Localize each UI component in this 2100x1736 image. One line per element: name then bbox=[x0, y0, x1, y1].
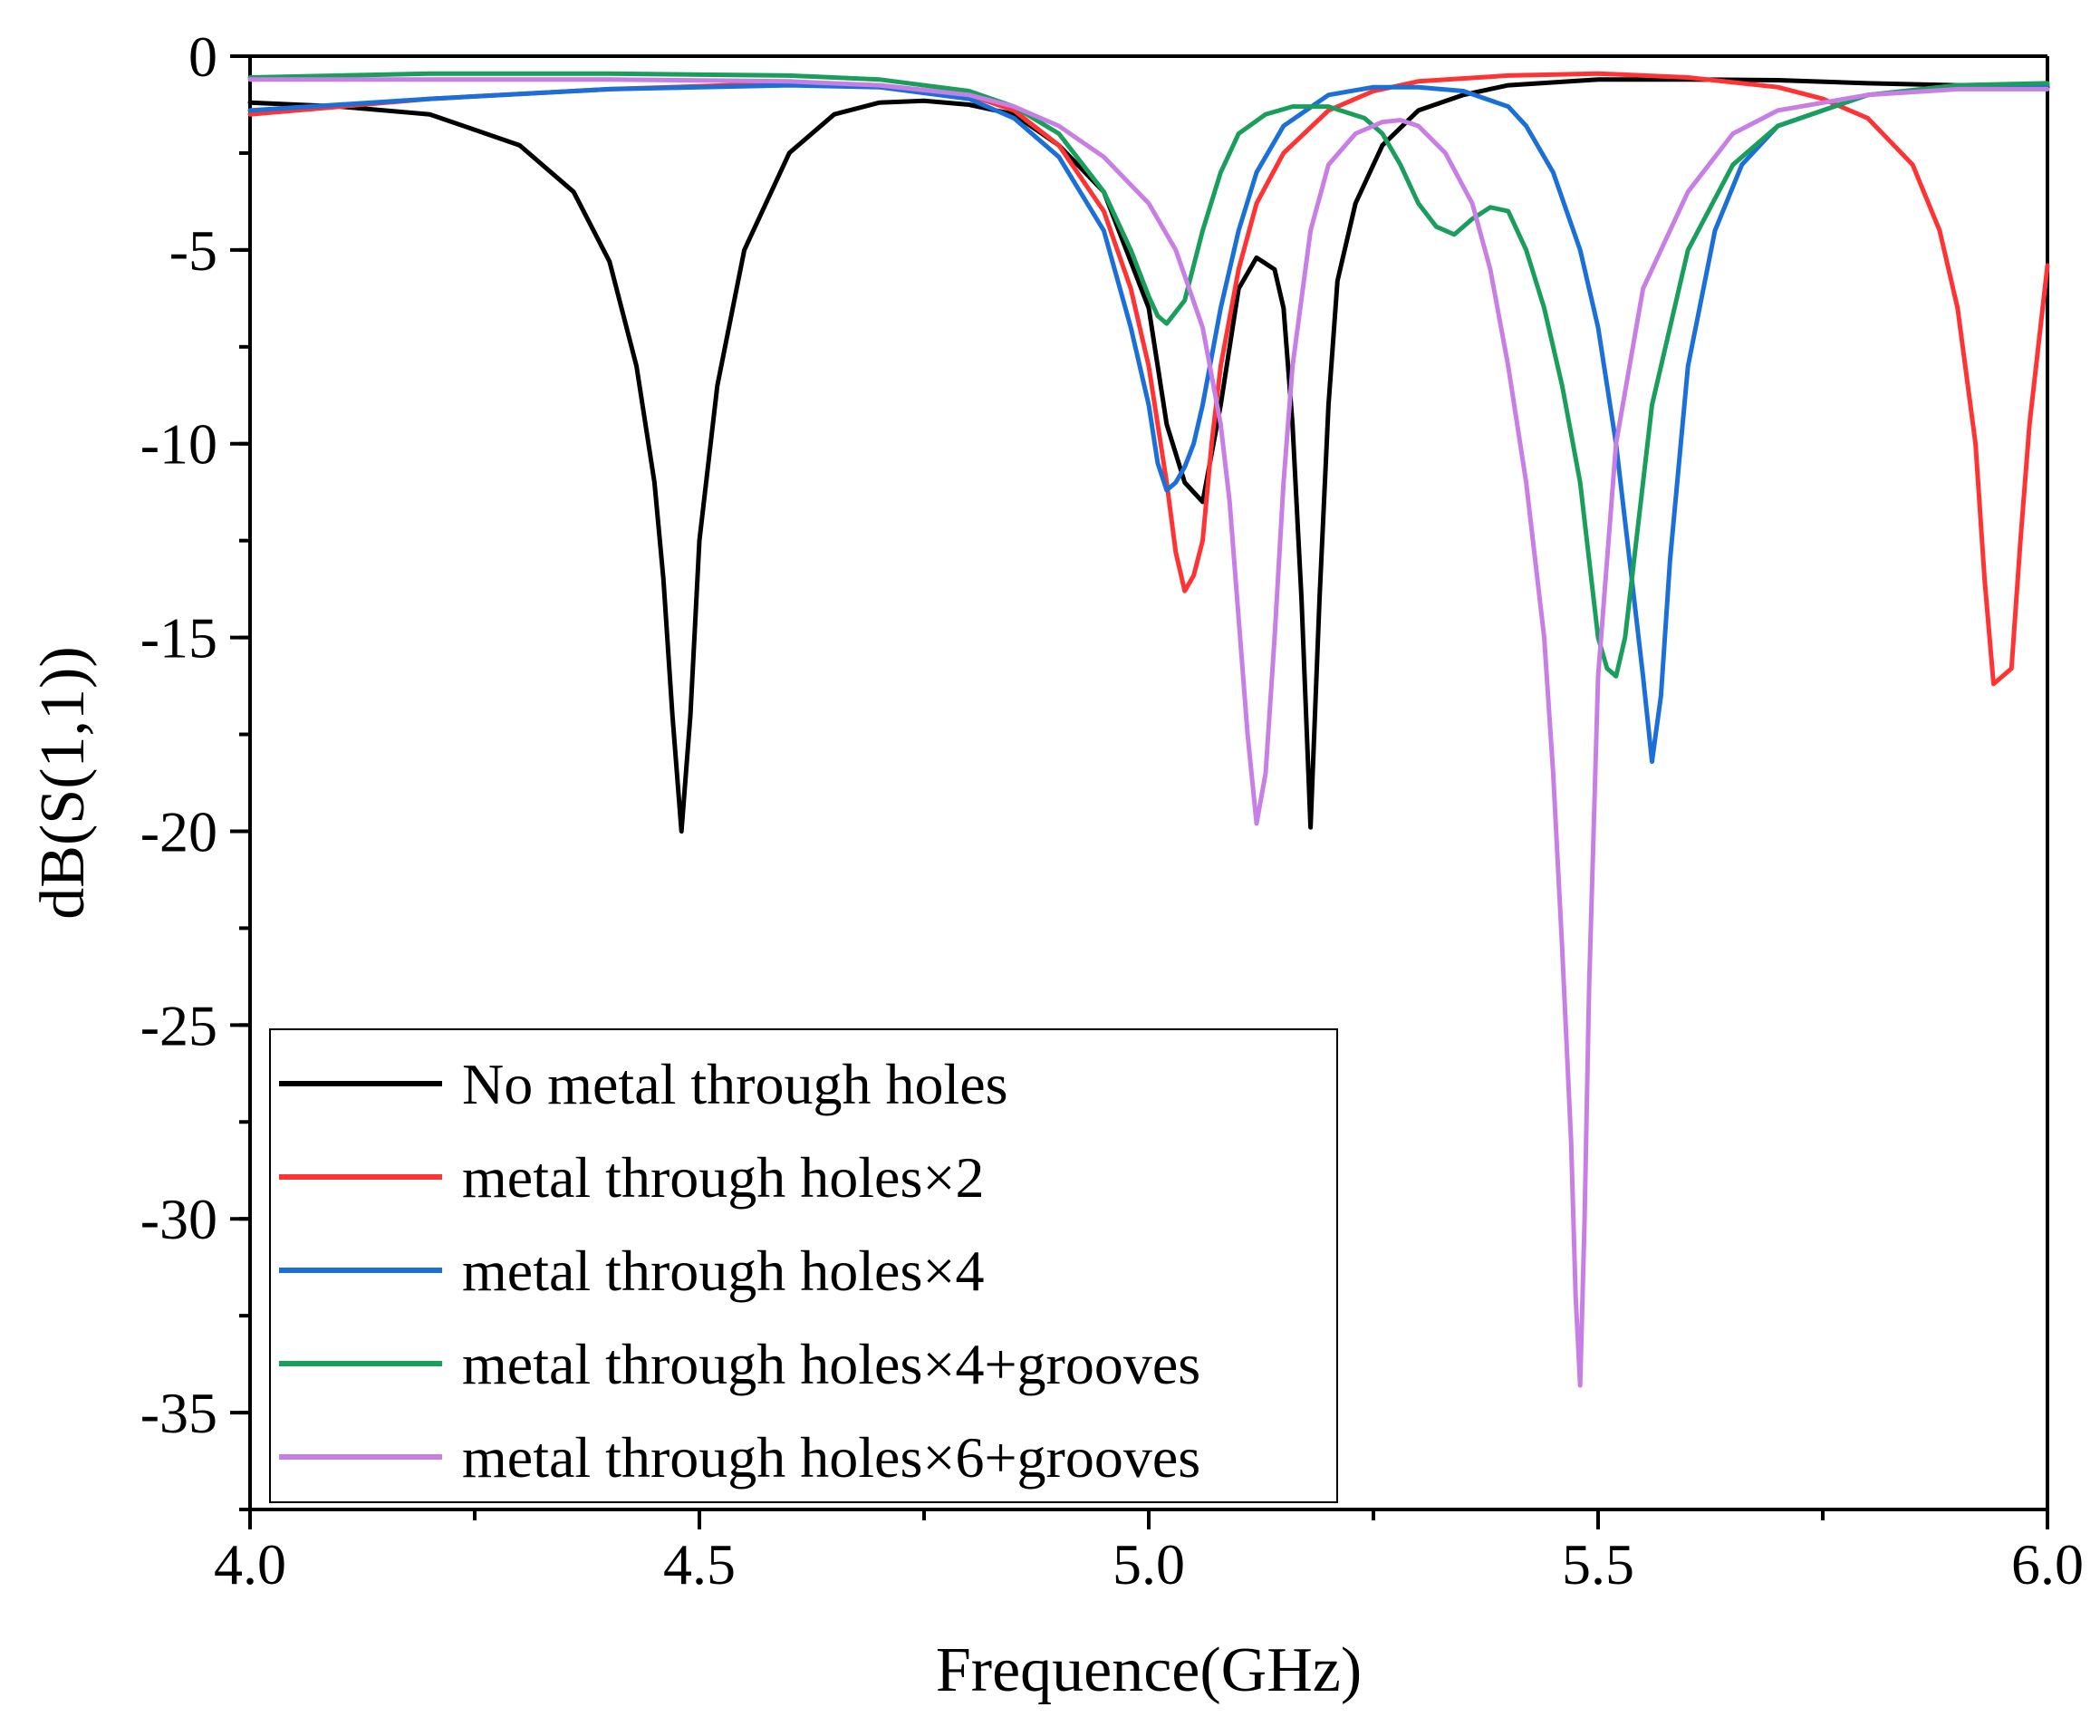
y-tick-label: -25 bbox=[140, 993, 217, 1057]
series-line-3 bbox=[247, 82, 2050, 764]
series-line-2 bbox=[247, 71, 2050, 687]
y-tick-label: -20 bbox=[140, 799, 217, 863]
y-tick-label: -10 bbox=[140, 412, 217, 477]
y-axis-title: dB(S(1,1)) bbox=[28, 646, 98, 919]
legend-label-4: metal through holes×4+grooves bbox=[462, 1332, 1200, 1396]
y-tick-label: -5 bbox=[169, 218, 217, 283]
x-tick-label: 4.5 bbox=[663, 1532, 736, 1596]
axis-ticks bbox=[230, 54, 2049, 1529]
y-tick-label: -15 bbox=[140, 606, 217, 670]
legend-box bbox=[269, 1028, 1338, 1503]
legend-label-3: metal through holes×4 bbox=[462, 1239, 984, 1303]
y-tick-label: -30 bbox=[140, 1187, 217, 1251]
plot-area bbox=[248, 54, 2049, 1511]
x-tick-label: 5.5 bbox=[1562, 1532, 1634, 1596]
series-line-5 bbox=[247, 77, 2050, 1388]
y-tick-label: -35 bbox=[140, 1381, 217, 1445]
legend-label-5: metal through holes×6+grooves bbox=[462, 1425, 1200, 1490]
series-line-1 bbox=[247, 77, 2050, 834]
tick-labels: 4.0 4.5 5.0 5.5 6.0 0 -5 -10 -15 -20 -25 -30 -35 bbox=[140, 24, 2084, 1596]
y-tick-label: 0 bbox=[188, 24, 217, 89]
legend-label-2: metal through holes×2 bbox=[462, 1145, 984, 1210]
x-tick-label: 4.0 bbox=[214, 1532, 286, 1596]
legend-label-1: No metal through holes bbox=[462, 1052, 1008, 1116]
series-lines bbox=[247, 71, 2050, 1388]
legend: No metal through holes metal through hole… bbox=[269, 1028, 1338, 1503]
series-line-4 bbox=[247, 71, 2050, 679]
x-tick-label: 6.0 bbox=[2011, 1532, 2084, 1596]
x-axis-title: Frequence(GHz) bbox=[936, 1635, 1362, 1705]
x-tick-label: 5.0 bbox=[1113, 1532, 1185, 1596]
